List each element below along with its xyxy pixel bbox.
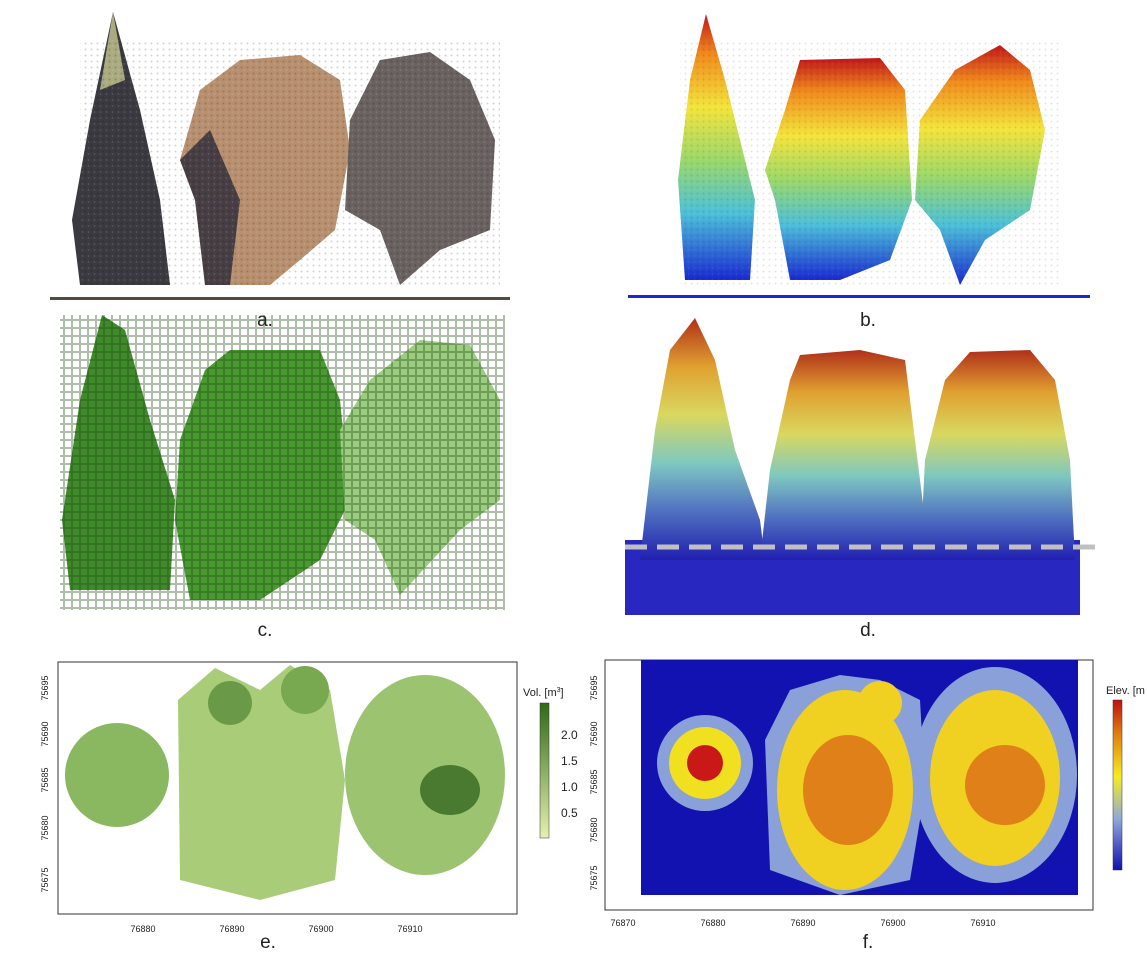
y-tick-label: 75680 xyxy=(40,815,50,840)
colorbar-title: Elev. [m xyxy=(1106,685,1145,697)
y-tick-label: 75695 xyxy=(589,675,599,700)
colorbar-title-part: Vol. [m xyxy=(523,687,557,699)
panel-d: d. xyxy=(625,318,1095,641)
panel-e-shape xyxy=(540,703,549,838)
panel-e-shape xyxy=(65,723,169,827)
panel-b: b. xyxy=(628,14,1090,331)
panel-f-shape xyxy=(858,681,902,725)
x-tick-label: 76900 xyxy=(880,918,905,928)
colorbar-title: Vol. [m3] xyxy=(523,687,564,699)
y-tick-label: 75680 xyxy=(589,817,599,842)
panel-e-shape xyxy=(420,765,480,815)
x-tick-label: 76900 xyxy=(308,924,333,934)
colorbar-title-part: ] xyxy=(561,687,564,699)
x-tick-label: 76910 xyxy=(397,924,422,934)
page: {"panels": [ {"label": "a."}, {"label": … xyxy=(0,0,1147,954)
panel-b-shape xyxy=(628,295,1090,298)
panel-label: b. xyxy=(860,310,876,331)
colorbar-tick-label: 0.5 xyxy=(561,806,578,820)
panel-label: f. xyxy=(863,932,874,953)
colorbar-tick-label: 1.5 xyxy=(561,754,578,768)
panel-f-shape xyxy=(1113,700,1122,870)
panel-f-shape xyxy=(965,745,1045,825)
panel-label: d. xyxy=(860,620,876,641)
panel-f-shape xyxy=(803,735,893,845)
y-tick-label: 75685 xyxy=(40,767,50,792)
y-tick-label: 75675 xyxy=(40,867,50,892)
y-tick-label: 75690 xyxy=(40,721,50,746)
panel-d-shape xyxy=(920,350,1075,560)
panel-d-shape xyxy=(760,350,930,560)
panel-a: a. xyxy=(50,12,510,331)
panel-f-shape xyxy=(687,745,723,781)
panel-e-shape xyxy=(345,675,505,875)
colorbar-tick-label: 1.0 xyxy=(561,780,578,794)
panel-a-shape xyxy=(80,40,500,285)
y-tick-label: 75685 xyxy=(589,769,599,794)
y-tick-label: 75695 xyxy=(40,675,50,700)
x-tick-label: 76890 xyxy=(219,924,244,934)
x-tick-label: 76880 xyxy=(130,924,155,934)
panel-e-shape xyxy=(208,681,252,725)
panel-c-shape xyxy=(60,315,505,610)
x-tick-label: 76910 xyxy=(970,918,995,928)
panel-e-shape xyxy=(281,666,329,714)
figure: a. b. c. d. Vol. [m3] 0.5 1.0 1.5 2.0 76… xyxy=(0,0,1147,954)
x-tick-label: 76870 xyxy=(610,918,635,928)
panel-d-shape xyxy=(640,318,765,560)
panel-label: c. xyxy=(258,620,273,641)
panel-label: e. xyxy=(260,932,276,953)
panel-f: Elev. [m 76870 76880 76890 76900 76910 7… xyxy=(589,660,1145,953)
y-tick-label: 75675 xyxy=(589,865,599,890)
panel-b-shape xyxy=(680,40,1060,285)
x-tick-label: 76890 xyxy=(790,918,815,928)
colorbar-tick-label: 2.0 xyxy=(561,728,578,742)
y-tick-label: 75690 xyxy=(589,721,599,746)
x-tick-label: 76880 xyxy=(700,918,725,928)
panel-a-shape xyxy=(50,297,510,300)
panel-c: c. xyxy=(60,315,505,641)
panel-e: Vol. [m3] 0.5 1.0 1.5 2.0 76880 76890 76… xyxy=(40,662,578,953)
